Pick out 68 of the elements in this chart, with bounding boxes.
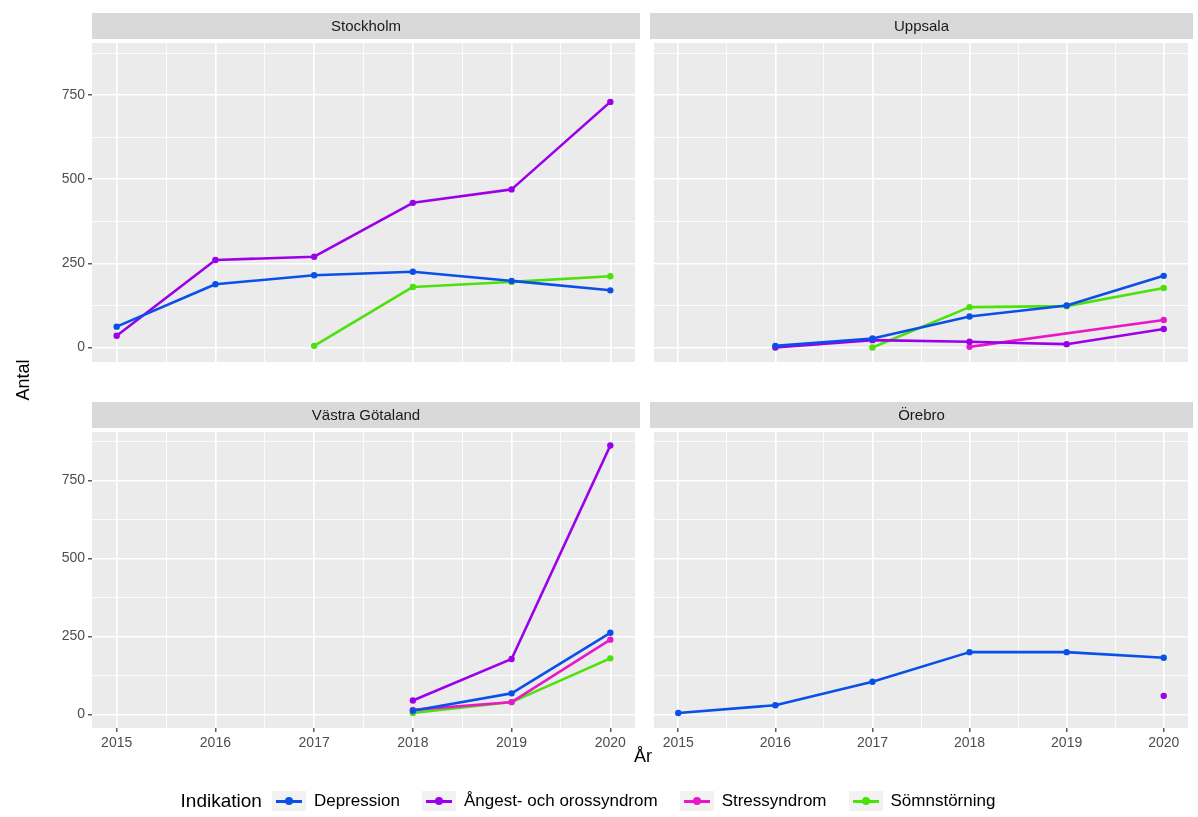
legend-title: Indikation	[180, 790, 262, 812]
point	[1160, 654, 1167, 661]
x-tick-label: 2015	[662, 734, 695, 751]
point	[1160, 325, 1167, 333]
point	[113, 332, 120, 339]
x-tick-label: 2017	[298, 734, 330, 751]
x-tick-label: 2016	[199, 734, 232, 751]
point	[508, 690, 515, 697]
point	[409, 199, 417, 207]
point	[508, 655, 515, 663]
point	[966, 313, 973, 320]
point	[310, 253, 318, 260]
point	[607, 655, 614, 662]
point	[1160, 272, 1167, 280]
point	[409, 268, 417, 276]
x-tick-label: 2017	[856, 734, 889, 751]
point	[966, 338, 973, 346]
x-tick-label: 2020	[594, 734, 627, 751]
point	[1160, 284, 1167, 292]
x-tick-label: 2019	[1051, 734, 1083, 751]
x-tick-label: 2018	[953, 734, 986, 751]
x-tick-label: 2020	[1148, 734, 1180, 751]
legend-label: Depression	[313, 791, 400, 811]
legend-label: Stressyndrom	[721, 791, 827, 811]
point	[310, 342, 318, 350]
point	[966, 648, 973, 656]
point	[310, 271, 318, 279]
point	[607, 629, 614, 636]
point	[869, 678, 876, 685]
chart-title: Uppsala	[650, 13, 1193, 39]
chart-title: Västra Götaland	[92, 402, 640, 428]
point	[772, 702, 779, 709]
y-axis-title: Antal	[12, 358, 34, 403]
y-tick-label: 0	[77, 338, 86, 355]
point	[869, 344, 876, 351]
x-tick-label: 2015	[101, 734, 133, 751]
point	[607, 287, 614, 294]
legend-label: Ångest- och orossyndrom	[463, 791, 658, 811]
point	[113, 323, 120, 330]
y-tick-label: 250	[61, 627, 86, 644]
y-tick-label: 500	[61, 170, 86, 187]
point	[212, 256, 219, 264]
chart-title: Örebro	[650, 402, 1193, 428]
point	[409, 697, 417, 704]
x-tick-label: 2018	[397, 734, 429, 751]
point	[607, 442, 614, 449]
legend-label: Sömnstörning	[890, 791, 996, 811]
point	[607, 98, 614, 106]
y-tick-label: 250	[61, 254, 86, 271]
point	[675, 709, 682, 717]
x-tick-label: 2019	[496, 734, 528, 751]
y-tick-label: 750	[61, 86, 86, 103]
point	[409, 283, 417, 291]
y-tick-label: 0	[77, 705, 86, 722]
point	[607, 272, 614, 280]
x-axis-title: År	[634, 746, 652, 767]
point	[966, 343, 973, 351]
point	[1063, 648, 1070, 656]
point	[1063, 340, 1070, 348]
y-tick-label: 750	[61, 471, 86, 488]
point	[508, 186, 515, 193]
point	[1160, 316, 1167, 324]
point	[212, 281, 219, 288]
point	[966, 303, 973, 311]
chart-title: Stockholm	[92, 13, 640, 39]
y-tick-label: 500	[61, 549, 86, 566]
point	[607, 636, 614, 643]
x-tick-label: 2016	[759, 734, 792, 751]
